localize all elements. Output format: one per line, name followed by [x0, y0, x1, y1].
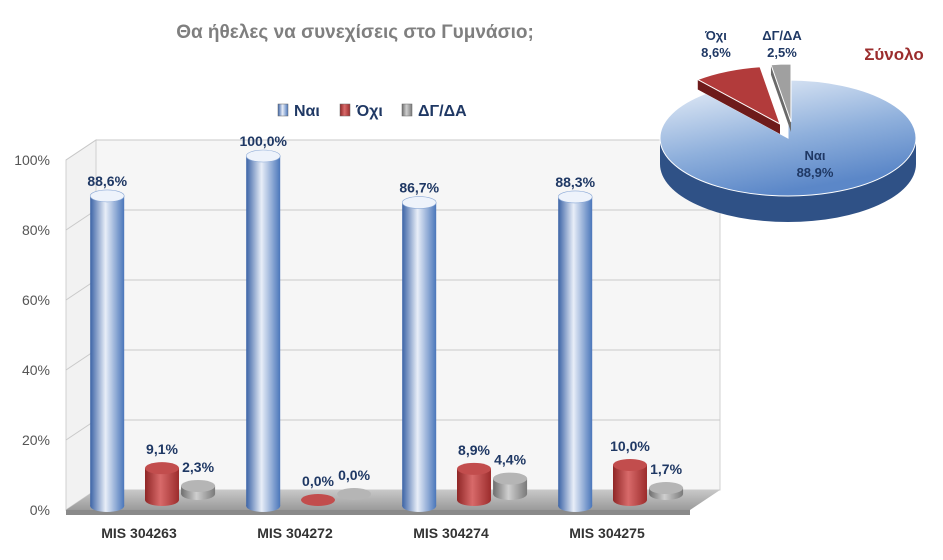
gridline — [65, 139, 720, 161]
pie-slice — [696, 66, 781, 126]
bar-top — [301, 494, 335, 506]
data-label: 100,0% — [239, 133, 287, 149]
y-tick-label: 60% — [22, 292, 50, 308]
bar: 100,0% — [239, 133, 287, 512]
legend-swatch — [401, 103, 413, 117]
plot-area — [65, 139, 721, 515]
bar-top — [557, 190, 593, 204]
bar: 9,1% — [145, 441, 179, 506]
data-label: 9,1% — [146, 441, 178, 457]
y-tick-label: 0% — [30, 502, 50, 518]
floor — [66, 490, 720, 510]
legend: Ναι Όχι ΔΓ/ΔΑ — [277, 103, 467, 120]
bar-body — [402, 202, 437, 507]
bar-bottom — [246, 500, 281, 512]
x-tick-label: MIS 304272 — [257, 525, 333, 541]
data-label: 2,3% — [182, 459, 214, 475]
y-tick-label: 100% — [14, 152, 50, 168]
y-tick-label: 20% — [22, 432, 50, 448]
data-label: 4,4% — [494, 452, 526, 468]
y-tick-label: 40% — [22, 362, 50, 378]
pie-slice — [770, 63, 792, 123]
pie-label-name: Όχι — [704, 28, 727, 43]
pie-slice-side — [770, 64, 791, 132]
pie-label-value: 88,9% — [797, 165, 834, 180]
bar: 2,3% — [181, 459, 216, 500]
pie-label-value: 2,5% — [767, 45, 797, 60]
bar-top — [457, 462, 491, 475]
pie-slice-side — [697, 79, 780, 134]
data-label: 1,7% — [650, 461, 682, 477]
bar-bottom — [402, 500, 437, 512]
pie-label-name: ΔΓ/ΔΑ — [762, 28, 802, 43]
bar-bottom — [90, 500, 125, 512]
bar: 88,3% — [555, 174, 596, 512]
x-tick-label: MIS 304274 — [413, 525, 489, 541]
data-label: 88,6% — [87, 173, 127, 189]
bar: 4,4% — [493, 452, 528, 500]
pie-side-face — [660, 138, 916, 222]
bar: 8,9% — [457, 442, 491, 506]
x-tick-label: MIS 304275 — [569, 525, 645, 541]
y-tick-label: 80% — [22, 222, 50, 238]
floor-edge — [66, 510, 690, 515]
bar-top — [89, 189, 125, 203]
pie-chart: Σύνολο Ναι 88,9% Όχι 8,6% ΔΓ/ΔΑ 2,5% — [659, 28, 924, 222]
bar-bottom — [558, 500, 593, 512]
data-label: 10,0% — [610, 438, 650, 454]
data-label: 88,3% — [555, 174, 595, 190]
data-label: 86,7% — [399, 180, 439, 196]
pie-slices: Ναι 88,9% Όχι 8,6% ΔΓ/ΔΑ 2,5% — [659, 28, 917, 222]
bar: 0,0% — [337, 467, 372, 500]
bar: 88,6% — [87, 173, 128, 512]
bar-bottom — [493, 488, 528, 500]
pie-title: Σύνολο — [864, 45, 924, 64]
data-label: 0,0% — [338, 467, 370, 483]
bar-top — [245, 149, 281, 163]
x-tick-label: MIS 304263 — [101, 525, 177, 541]
pie-slice — [659, 79, 917, 197]
legend-label: Ναι — [294, 103, 320, 120]
legend-swatch — [277, 103, 289, 117]
legend-label: ΔΓ/ΔΑ — [418, 103, 467, 120]
bar-top — [181, 479, 216, 492]
legend-label: Όχι — [355, 103, 383, 120]
bar-top — [337, 488, 372, 500]
bar-top — [493, 472, 528, 485]
bar: 10,0% — [610, 438, 650, 506]
bar-top — [401, 196, 437, 209]
chart-title: Θα ήθελες να συνεχίσεις στο Γυμνάσιο; — [176, 22, 534, 43]
bar: 1,7% — [649, 461, 684, 500]
pie-label-value: 8,6% — [701, 45, 731, 60]
bar-body — [558, 196, 593, 506]
bar: 86,7% — [399, 180, 440, 512]
bar-top — [145, 462, 179, 475]
data-label: 0,0% — [302, 473, 334, 489]
bars: 88,6% 9,1%2,3% 100,0% 0,0% 0,0% 86,7% 8,9%4,4%… — [87, 133, 684, 512]
bar-top — [649, 482, 684, 495]
legend-swatch — [339, 103, 351, 117]
pie-label-name: Ναι — [805, 148, 826, 163]
bar: 0,0% — [301, 473, 335, 506]
bar-bottom — [145, 494, 179, 506]
bar-top — [613, 459, 647, 471]
bar-bottom — [457, 494, 491, 506]
bar-body — [90, 195, 125, 506]
bar-body — [246, 156, 281, 506]
bar-bottom — [613, 494, 647, 506]
y-axis: 0% 20% 40% 60% 80% 100% — [14, 152, 50, 518]
x-axis: MIS 304263 MIS 304272 MIS 304274 MIS 304275 — [101, 525, 645, 541]
pie-side — [660, 138, 916, 222]
data-label: 8,9% — [458, 442, 490, 458]
